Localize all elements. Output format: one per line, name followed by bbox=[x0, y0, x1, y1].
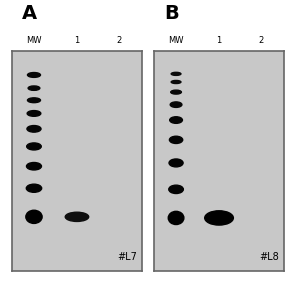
Text: #L7: #L7 bbox=[117, 252, 137, 262]
Ellipse shape bbox=[169, 136, 183, 144]
Ellipse shape bbox=[171, 72, 181, 75]
Ellipse shape bbox=[205, 211, 233, 225]
Ellipse shape bbox=[28, 98, 41, 103]
Ellipse shape bbox=[27, 162, 41, 170]
Ellipse shape bbox=[168, 211, 184, 224]
Text: B: B bbox=[164, 4, 179, 23]
Ellipse shape bbox=[170, 102, 182, 107]
Ellipse shape bbox=[28, 72, 41, 77]
Text: #L8: #L8 bbox=[259, 252, 279, 262]
Ellipse shape bbox=[169, 185, 183, 193]
Ellipse shape bbox=[27, 111, 41, 116]
Ellipse shape bbox=[26, 210, 42, 223]
Ellipse shape bbox=[27, 143, 41, 150]
Text: 2: 2 bbox=[258, 36, 263, 45]
Ellipse shape bbox=[27, 125, 41, 132]
Ellipse shape bbox=[171, 90, 181, 94]
Ellipse shape bbox=[169, 159, 183, 167]
Text: MW: MW bbox=[26, 36, 42, 45]
Text: 1: 1 bbox=[74, 36, 80, 45]
Text: 2: 2 bbox=[116, 36, 121, 45]
Text: A: A bbox=[22, 4, 37, 23]
Ellipse shape bbox=[65, 212, 89, 221]
Ellipse shape bbox=[170, 117, 182, 123]
Ellipse shape bbox=[28, 86, 40, 90]
Ellipse shape bbox=[26, 184, 42, 192]
Text: MW: MW bbox=[168, 36, 184, 45]
Ellipse shape bbox=[171, 80, 181, 83]
Text: 1: 1 bbox=[216, 36, 222, 45]
